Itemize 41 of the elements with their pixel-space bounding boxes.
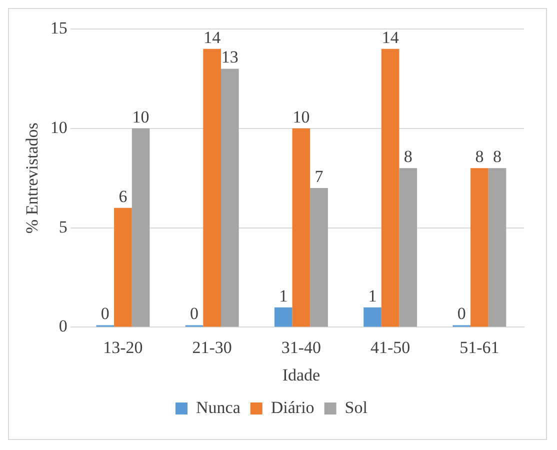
y-axis-title: % Entrevistados xyxy=(22,122,42,234)
bar xyxy=(364,307,382,327)
y-tick-label: 10 xyxy=(50,118,68,137)
x-tick-label: 41-50 xyxy=(370,338,410,357)
bar xyxy=(274,307,292,327)
data-label: 14 xyxy=(382,28,400,47)
data-label: 6 xyxy=(118,186,128,206)
data-label: 8 xyxy=(493,147,502,166)
bar xyxy=(132,128,150,327)
y-tick-label: 15 xyxy=(50,18,68,38)
y-tick-label: 0 xyxy=(58,316,68,336)
bar xyxy=(310,188,328,327)
data-label: 0 xyxy=(457,304,466,324)
data-label: 8 xyxy=(475,147,484,166)
data-label: 13 xyxy=(221,48,238,67)
data-label: 7 xyxy=(314,167,324,186)
x-tick-label: 21-30 xyxy=(192,338,232,357)
data-label: 1 xyxy=(279,286,288,306)
bar xyxy=(381,48,400,327)
bar xyxy=(292,128,310,327)
bar xyxy=(488,168,506,327)
data-label: 14 xyxy=(204,28,222,47)
data-label: 10 xyxy=(292,107,310,126)
data-label: 1 xyxy=(368,286,377,306)
data-label: 8 xyxy=(404,147,412,166)
bar xyxy=(114,208,132,327)
legend-label: Nunca xyxy=(196,398,241,417)
x-tick-label: 51-61 xyxy=(460,338,500,357)
data-label: 10 xyxy=(132,107,150,126)
bar xyxy=(203,48,221,327)
x-tick-label: 13-20 xyxy=(103,338,143,357)
legend-label: Sol xyxy=(344,398,368,417)
y-tick-label: 5 xyxy=(58,217,68,236)
bar xyxy=(399,168,418,327)
bar xyxy=(470,168,488,327)
legend-label: Diário xyxy=(270,398,314,417)
bar xyxy=(220,68,239,327)
x-tick-label: 31-40 xyxy=(281,338,322,357)
data-label: 0 xyxy=(190,304,199,324)
x-axis-title: Idade xyxy=(282,365,320,384)
data-label: 0 xyxy=(100,304,110,324)
